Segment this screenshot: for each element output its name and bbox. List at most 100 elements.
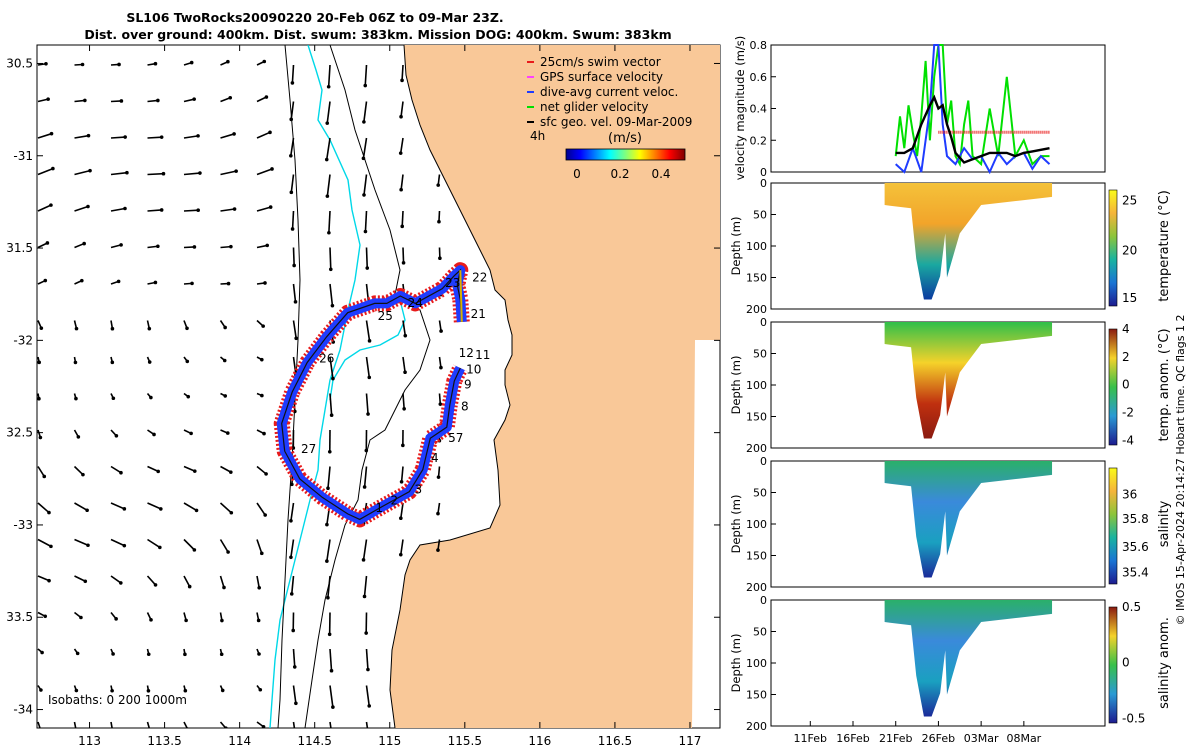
current-vector xyxy=(110,538,125,547)
current-vector-head xyxy=(119,99,124,103)
map-xtick-label: 115.5 xyxy=(448,734,482,748)
time-tick-label: 03Mar xyxy=(964,732,999,745)
colorbar-tick-label: 0 xyxy=(1122,656,1130,670)
current-vector xyxy=(256,575,260,588)
colorbar-tick-label: 4 xyxy=(1122,322,1130,336)
current-vector-head xyxy=(439,365,443,370)
current-vector-head xyxy=(438,402,443,406)
current-vector-head xyxy=(263,513,267,517)
depth-tick-label: 100 xyxy=(746,518,767,531)
current-vector-head xyxy=(49,203,53,207)
current-vector xyxy=(183,209,199,212)
map-legend: 25cm/s swim vector GPS surface velocity … xyxy=(527,55,692,181)
current-vector xyxy=(74,502,88,511)
current-vector-head xyxy=(291,628,296,633)
map-xtick-label: 116 xyxy=(528,734,551,748)
temp-anom-panel-colorbar-label: temp. anom. (°C) xyxy=(1157,328,1172,441)
current-vector-head xyxy=(290,482,294,487)
current-vector-head xyxy=(401,443,405,448)
current-vector xyxy=(363,101,368,122)
current-vector-head xyxy=(38,435,43,440)
current-vector xyxy=(292,721,296,728)
current-vector xyxy=(74,205,89,212)
isobath-200m xyxy=(304,45,431,728)
current-vector xyxy=(147,136,162,139)
depth-tick-label: 0 xyxy=(760,455,767,468)
current-vector-head xyxy=(156,98,160,103)
current-vector-head xyxy=(74,326,79,331)
current-vector xyxy=(256,502,266,516)
current-vector-head xyxy=(185,326,189,331)
footer-credit: © IMOS 15-Apr-2024 20:14:27 Hobart time.… xyxy=(1174,315,1187,626)
current-vector-head xyxy=(438,256,442,260)
current-vector xyxy=(74,538,89,546)
current-vector-head xyxy=(399,516,403,520)
current-vector-head xyxy=(262,59,267,64)
depth-ylabel: Depth (m) xyxy=(729,356,743,415)
current-vector xyxy=(37,204,52,212)
current-vector xyxy=(183,172,201,176)
colorbar-tick-label: 25 xyxy=(1122,193,1137,207)
current-vector-head xyxy=(119,581,123,585)
current-vector xyxy=(147,538,161,549)
current-vector-head xyxy=(125,170,129,175)
current-vector xyxy=(220,208,235,212)
current-vector-head xyxy=(114,617,118,621)
current-vector xyxy=(256,131,271,139)
recent-track xyxy=(459,270,463,322)
current-vector xyxy=(37,132,52,139)
map-ytick-label: 33.5 xyxy=(6,610,33,624)
map-xtick-label: 117 xyxy=(679,734,702,748)
current-vector xyxy=(327,466,331,489)
current-vector-head xyxy=(88,168,92,173)
current-vector-head xyxy=(123,135,127,139)
current-vector-head xyxy=(366,412,370,416)
current-vector xyxy=(327,575,331,598)
current-vector-head xyxy=(363,83,368,88)
current-vector-head xyxy=(289,592,294,596)
current-vector xyxy=(110,136,126,139)
current-vector xyxy=(292,685,297,704)
current-vector xyxy=(364,64,368,86)
colorbar-tick-label: 2 xyxy=(1122,350,1130,364)
current-vector-head xyxy=(292,263,296,268)
current-vector-head xyxy=(82,241,86,246)
current-vector-head xyxy=(46,97,50,101)
current-vector-head xyxy=(399,479,404,484)
current-vector xyxy=(326,174,331,197)
depth-tick-label: 0 xyxy=(760,177,767,190)
current-vector xyxy=(362,137,368,159)
current-vector-head xyxy=(401,261,406,265)
current-vector xyxy=(401,210,404,227)
map-axes: 113 113.5 114 114.5 115 115.5 116 116.5 11730.5-… xyxy=(6,45,720,748)
current-vector-head xyxy=(122,507,127,511)
current-vector-head xyxy=(362,485,367,489)
current-vector xyxy=(365,393,369,415)
isobaths-label: Isobaths: 0 200 1000m xyxy=(48,693,187,707)
velocity-ytick-label: 0.2 xyxy=(750,134,768,147)
current-vector-head xyxy=(290,81,295,85)
current-vector-head xyxy=(437,219,441,224)
current-vector-head xyxy=(73,360,78,365)
current-vector-head xyxy=(192,469,197,473)
map-xtick-label: 115 xyxy=(378,734,401,748)
current-vector-head xyxy=(185,359,190,364)
depth-tick-label: 200 xyxy=(746,303,767,316)
current-vector xyxy=(329,356,334,379)
track-marker-label: 26 xyxy=(319,352,334,366)
current-vector-head xyxy=(159,208,164,212)
current-vector xyxy=(220,133,235,139)
current-vector-head xyxy=(293,300,298,304)
current-vector xyxy=(110,465,122,474)
current-vector xyxy=(110,575,122,584)
current-vector xyxy=(183,538,195,551)
current-vector-head xyxy=(398,552,403,557)
current-vector-head xyxy=(325,522,329,527)
current-vector xyxy=(146,721,151,728)
depth-tick-label: 0 xyxy=(760,316,767,329)
time-tick-label: 08Mar xyxy=(1006,732,1041,745)
depth-tick-label: 50 xyxy=(753,209,767,222)
current-vector-head xyxy=(183,688,188,693)
current-vector-head xyxy=(367,339,372,343)
current-vector-head xyxy=(234,169,238,173)
